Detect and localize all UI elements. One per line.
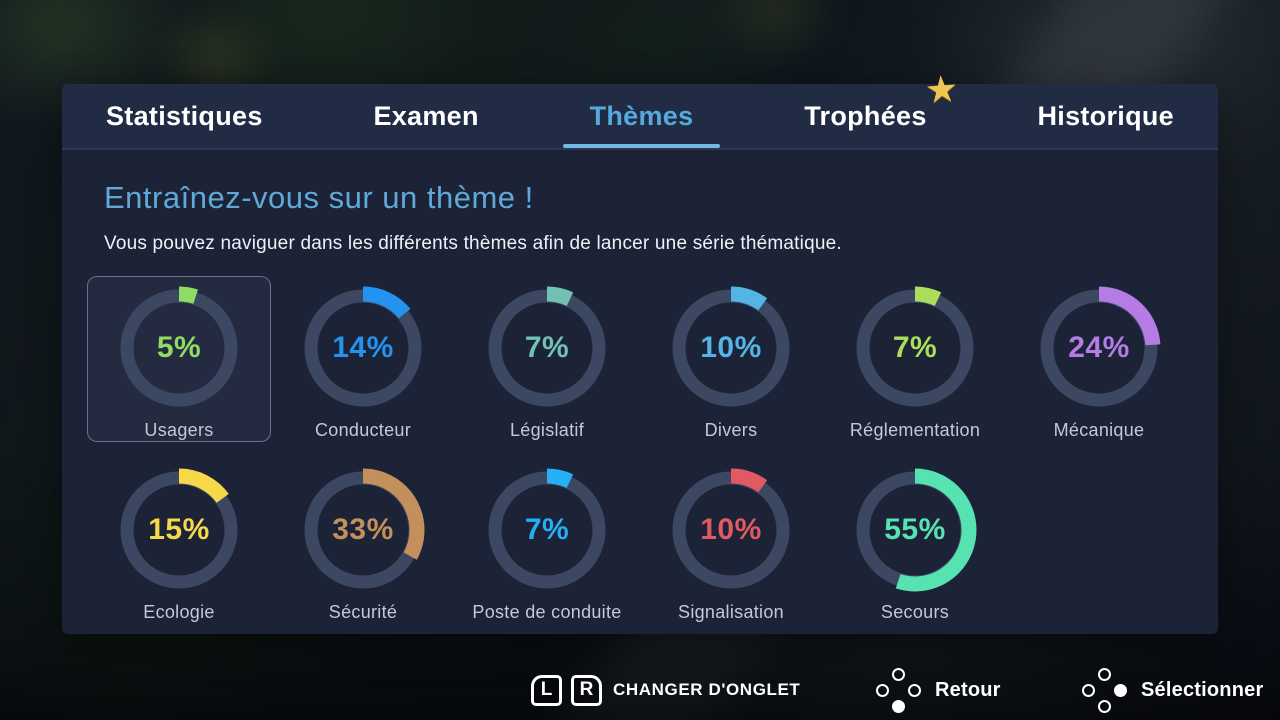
progress-ring: 10%	[669, 286, 793, 410]
select-label: Sélectionner	[1141, 678, 1264, 701]
theme-label: Usagers	[144, 420, 214, 440]
change-tab-label: CHANGER D'ONGLET	[613, 680, 801, 699]
progress-ring: 24%	[1037, 286, 1161, 410]
tab-label: Historique	[1037, 100, 1174, 131]
progress-ring: 55%	[853, 468, 977, 592]
page-title: Entraînez-vous sur un thème !	[104, 180, 534, 215]
tab-trophees[interactable]: Trophées ★	[804, 68, 960, 148]
tab-historique[interactable]: Historique	[1037, 84, 1174, 148]
tab-label: Examen	[373, 100, 479, 131]
theme-label: Sécurité	[328, 602, 398, 622]
theme-label: Signalisation	[678, 602, 784, 622]
progress-ring: 14%	[301, 286, 425, 410]
progress-ring: 15%	[117, 468, 241, 592]
tab-label: Trophées	[804, 100, 927, 131]
theme-label: Mécanique	[1053, 420, 1145, 440]
back-hint[interactable]: Retour	[876, 660, 1001, 720]
shoulder-button-r-icon[interactable]: R	[571, 674, 602, 706]
theme-label: Poste de conduite	[472, 602, 622, 622]
tab-bar: Statistiques Examen Thèmes Trophées ★ Hi…	[62, 68, 1218, 150]
theme-percent: 7%	[524, 330, 570, 364]
progress-ring: 5%	[117, 286, 241, 410]
tab-themes[interactable]: Thèmes	[562, 84, 721, 148]
progress-ring: 7%	[485, 286, 609, 410]
a-button-icon	[1082, 667, 1127, 713]
back-label: Retour	[935, 678, 1001, 701]
tab-statistiques[interactable]: Statistiques	[106, 84, 263, 148]
theme-grid: 5% Usagers 14% Conducteur 7% Législatif 10% Div…	[87, 276, 1176, 624]
theme-card-usagers[interactable]: 5% Usagers	[87, 276, 271, 442]
theme-card-signalisation[interactable]: 10% Signalisation	[639, 458, 823, 624]
theme-label: Divers	[704, 420, 758, 440]
theme-percent: 55%	[884, 512, 946, 546]
theme-label: Ecologie	[143, 602, 215, 622]
progress-ring: 10%	[669, 468, 793, 592]
theme-card-legislatif[interactable]: 7% Législatif	[455, 276, 639, 442]
progress-ring: 7%	[485, 468, 609, 592]
theme-percent: 24%	[1068, 330, 1130, 364]
tab-examen[interactable]: Examen	[373, 84, 478, 148]
theme-card-securite[interactable]: 33% Sécurité	[271, 458, 455, 624]
theme-label: Conducteur	[314, 420, 412, 440]
progress-ring: 33%	[301, 468, 425, 592]
page-subtitle: Vous pouvez naviguer dans les différents…	[104, 233, 842, 254]
theme-card-reglementation[interactable]: 7% Réglementation	[823, 276, 1007, 442]
controller-hints-bar: L R CHANGER D'ONGLET Retour Sélectionner	[0, 660, 1280, 720]
theme-percent: 15%	[148, 512, 210, 546]
change-tab-hint: L R CHANGER D'ONGLET	[531, 660, 800, 720]
b-button-icon	[876, 667, 921, 713]
theme-card-mecanique[interactable]: 24% Mécanique	[1007, 276, 1191, 442]
tab-label: Thèmes	[589, 100, 694, 131]
theme-percent: 10%	[700, 512, 762, 546]
theme-label: Réglementation	[849, 420, 981, 440]
trophy-star-icon: ★	[923, 67, 961, 112]
theme-percent: 7%	[524, 512, 570, 546]
theme-percent: 7%	[892, 330, 938, 364]
shoulder-button-l-icon[interactable]: L	[531, 674, 562, 706]
theme-percent: 10%	[700, 330, 762, 364]
theme-card-secours[interactable]: 55% Secours	[823, 458, 1007, 624]
theme-percent: 14%	[332, 330, 394, 364]
tab-content: Entraînez-vous sur un thème ! Vous pouve…	[62, 180, 1218, 624]
theme-card-poste-de-conduite[interactable]: 7% Poste de conduite	[455, 458, 639, 624]
tab-label: Statistiques	[106, 100, 263, 131]
progress-ring: 7%	[853, 286, 977, 410]
theme-label: Secours	[880, 602, 950, 622]
theme-card-divers[interactable]: 10% Divers	[639, 276, 823, 442]
theme-card-ecologie[interactable]: 15% Ecologie	[87, 458, 271, 624]
theme-percent: 5%	[156, 330, 202, 364]
theme-percent: 33%	[332, 512, 394, 546]
theme-card-conducteur[interactable]: 14% Conducteur	[271, 276, 455, 442]
themes-panel: Statistiques Examen Thèmes Trophées ★ Hi…	[62, 68, 1218, 634]
theme-label: Législatif	[509, 420, 585, 440]
select-hint[interactable]: Sélectionner	[1082, 660, 1263, 720]
